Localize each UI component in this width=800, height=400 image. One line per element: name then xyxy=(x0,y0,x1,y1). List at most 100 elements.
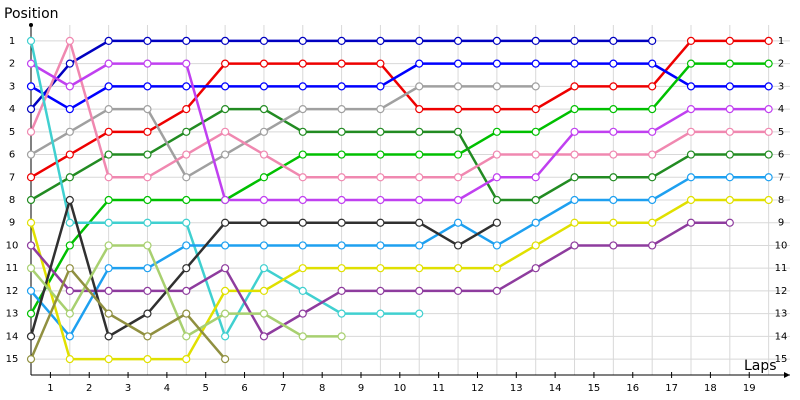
point xyxy=(182,354,191,364)
x-tick-label: 12 xyxy=(471,383,484,394)
point xyxy=(725,195,734,205)
point xyxy=(453,286,463,296)
axis-arrow xyxy=(29,23,33,27)
point xyxy=(298,36,307,46)
point xyxy=(415,104,424,114)
point xyxy=(259,309,269,318)
point xyxy=(376,195,385,205)
point xyxy=(337,218,346,227)
point xyxy=(337,173,346,182)
point xyxy=(221,36,230,46)
point xyxy=(26,241,36,250)
point xyxy=(453,36,463,46)
point xyxy=(221,332,230,341)
point xyxy=(65,59,74,68)
point xyxy=(725,104,734,114)
point xyxy=(686,195,696,205)
x-tick-label: 4 xyxy=(164,383,170,394)
point xyxy=(221,82,230,91)
point xyxy=(648,150,657,159)
point xyxy=(570,241,579,250)
point xyxy=(298,127,307,136)
point xyxy=(143,36,152,46)
point xyxy=(415,36,424,46)
point xyxy=(570,82,579,91)
x-axis-title: Laps xyxy=(744,358,777,374)
point xyxy=(492,127,501,136)
point xyxy=(104,173,113,182)
point xyxy=(65,309,74,318)
point xyxy=(492,104,501,114)
point xyxy=(259,218,269,227)
point xyxy=(609,150,618,159)
point xyxy=(337,82,346,91)
point xyxy=(492,59,501,68)
x-tick-label: 10 xyxy=(393,383,406,394)
point xyxy=(531,264,540,273)
series-line xyxy=(30,85,536,179)
point xyxy=(104,309,113,318)
point xyxy=(104,354,113,364)
point xyxy=(104,332,113,341)
point xyxy=(26,195,36,205)
point xyxy=(65,150,74,159)
point xyxy=(337,286,346,296)
point xyxy=(298,150,307,159)
point xyxy=(725,218,734,227)
point xyxy=(26,36,36,46)
point xyxy=(26,264,36,273)
point xyxy=(182,104,191,114)
point xyxy=(415,127,424,136)
point xyxy=(298,309,307,318)
point xyxy=(143,241,152,250)
y-tick-label: 12 xyxy=(775,286,788,297)
point xyxy=(376,36,385,46)
point xyxy=(415,218,424,227)
point xyxy=(570,150,579,159)
point xyxy=(26,59,36,68)
y-tick-label: 5 xyxy=(778,127,784,138)
point xyxy=(376,82,385,91)
point xyxy=(492,195,501,205)
point xyxy=(221,104,230,114)
point xyxy=(531,195,540,205)
point xyxy=(492,264,501,273)
point xyxy=(609,59,618,68)
point xyxy=(609,127,618,136)
point xyxy=(65,241,74,250)
point xyxy=(259,59,269,68)
point xyxy=(725,36,734,46)
point xyxy=(104,82,113,91)
point xyxy=(143,59,152,68)
point xyxy=(104,150,113,159)
point xyxy=(492,241,501,250)
x-tick-label: 14 xyxy=(549,383,562,394)
point xyxy=(65,264,74,273)
y-tick-label: 12 xyxy=(6,286,19,297)
point xyxy=(415,286,424,296)
y-tick-label: 11 xyxy=(6,263,19,274)
point xyxy=(570,127,579,136)
point xyxy=(337,127,346,136)
y-tick-label: 5 xyxy=(9,127,15,138)
point xyxy=(531,82,540,91)
point xyxy=(65,195,74,205)
point xyxy=(415,195,424,205)
y-tick-label: 1 xyxy=(778,36,784,47)
point xyxy=(337,195,346,205)
point xyxy=(376,218,385,227)
point xyxy=(376,241,385,250)
point xyxy=(648,36,657,46)
point xyxy=(376,127,385,136)
point xyxy=(492,82,501,91)
series-line xyxy=(29,39,769,179)
x-tick-label: 7 xyxy=(280,383,286,394)
point xyxy=(221,309,230,318)
x-tick-label: 17 xyxy=(665,383,678,394)
point xyxy=(65,354,74,364)
y-tick-label: 14 xyxy=(6,331,19,342)
y-tick-label: 15 xyxy=(6,354,19,365)
y-tick-label: 2 xyxy=(778,59,784,70)
point xyxy=(453,82,463,91)
